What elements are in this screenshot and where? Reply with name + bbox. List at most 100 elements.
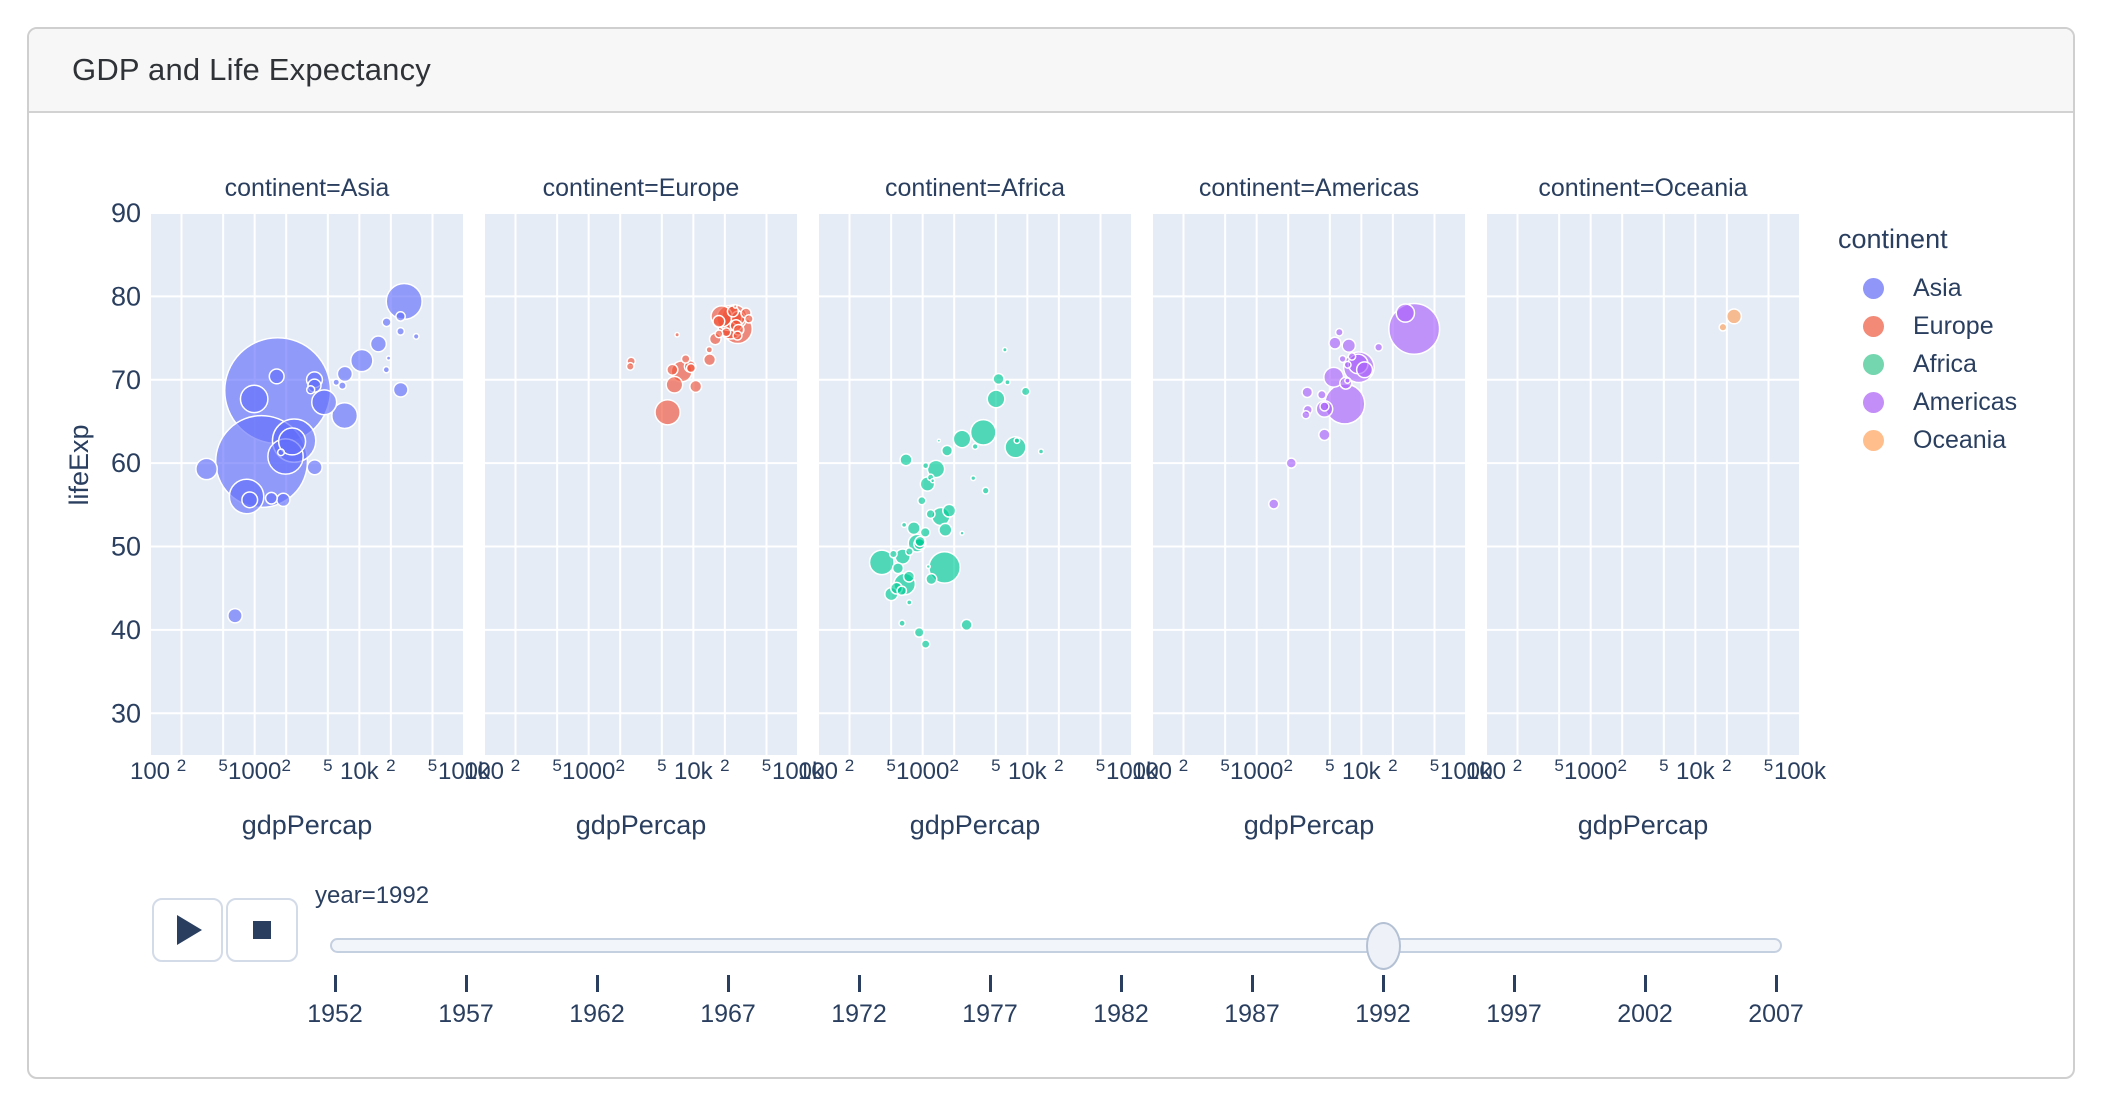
x-tick-label: 10k [340,758,380,785]
bubble [1013,437,1021,445]
bubble [905,599,913,606]
bubble [1301,409,1311,420]
slider-tick-label-1992[interactable]: 1992 [1355,1000,1411,1028]
slider-tick-mark [988,975,992,992]
bubble [1341,338,1357,353]
bubble [227,607,243,624]
bubble-group-europe [625,303,754,426]
slider-tick-label-1972[interactable]: 1972 [831,1000,887,1028]
x-minor-tick-label: 2 [281,756,290,775]
x-minor-tick-label: 2 [1388,756,1397,775]
bubble [349,348,374,373]
slider-tick-label-1967[interactable]: 1967 [700,1000,756,1028]
bubble [960,618,973,632]
play-button[interactable] [152,898,223,962]
x-minor-tick-label: 5 [428,756,437,775]
x-tick-label: 100k [1774,758,1827,785]
bubble [868,549,895,576]
x-tick-label: 10k [674,758,714,785]
bubble-group-asia [195,282,423,624]
bubble [917,495,927,506]
slider-tick-mark [595,975,599,992]
legend-item-oceania[interactable]: Oceania [1838,421,2017,459]
x-tick-label: 100k [772,758,825,785]
bubble [898,619,906,628]
x-tick-label: 100 [798,758,838,785]
bubble [921,461,930,470]
bubble-group-oceania [1718,308,1743,332]
legend-item-europe[interactable]: Europe [1838,307,2017,345]
legend: continent Asia Europe Africa Americas Oceani… [1838,224,2017,459]
x-minor-tick-label: 5 [762,756,771,775]
stop-button[interactable] [226,898,298,962]
bubble [276,448,286,457]
bubble [385,355,392,361]
x-minor-tick-label: 5 [218,756,227,775]
x-minor-tick-label: 2 [1283,756,1292,775]
slider-tick-label-1997[interactable]: 1997 [1486,1000,1542,1028]
slider-track[interactable] [330,938,1782,953]
slider-tick-mark [1250,975,1254,992]
bubble [919,526,931,538]
bubble [654,398,681,426]
bubble [1355,361,1374,379]
slider-tick-label-1962[interactable]: 1962 [569,1000,625,1028]
bubble [310,389,338,416]
bubble [1328,336,1342,350]
bubble-group-americas [1267,302,1441,510]
slider-tick-label-2007[interactable]: 2007 [1748,1000,1804,1028]
legend-item-americas[interactable]: Americas [1838,383,2017,421]
bubble [925,563,932,570]
bubble [276,492,291,508]
slider-tick-label-1982[interactable]: 1982 [1093,1000,1149,1028]
bubble-group-africa [868,346,1045,649]
y-tick-label: 70 [111,365,141,395]
y-tick-label: 50 [111,532,141,562]
bubble [268,368,285,385]
x-tick-label: 100k [438,758,491,785]
bubble [1285,457,1298,469]
bubble [689,379,703,394]
bubble [702,353,717,367]
facet-title: continent=Europe [543,174,740,202]
slider-tick-label-1957[interactable]: 1957 [438,1000,494,1028]
slider-tick-label-1977[interactable]: 1977 [962,1000,1018,1028]
bubble [959,530,965,536]
bubble [241,491,259,509]
bubble [395,310,406,322]
legend-item-asia[interactable]: Asia [1838,269,2017,307]
bubble [714,329,724,339]
x-minor-tick-label: 5 [991,756,1000,775]
x-minor-tick-label: 5 [1096,756,1105,775]
bubble [936,438,942,443]
bubble [938,522,953,538]
x-minor-tick-label: 5 [1764,756,1773,775]
bubble [904,547,914,557]
slider-handle[interactable] [1365,922,1401,970]
x-minor-tick-label: 5 [323,756,332,775]
bubble [969,418,997,446]
legend-swatch-icon [1863,353,1884,375]
bubble [1037,448,1045,455]
x-minor-tick-label: 2 [1722,756,1731,775]
bubble [305,385,316,395]
bubble [952,429,972,449]
slider-tick-label-2002[interactable]: 2002 [1617,1000,1673,1028]
x-minor-tick-label: 2 [1179,756,1188,775]
x-minor-tick-label: 2 [1513,756,1522,775]
bubble [971,442,979,451]
bubble [1319,401,1330,412]
bubble [970,475,977,482]
slider-tick-label-1987[interactable]: 1987 [1224,1000,1280,1028]
facet-title: continent=Asia [225,174,390,202]
x-minor-tick-label: 5 [886,756,895,775]
legend-item-label: Asia [1913,273,1962,302]
legend-item-africa[interactable]: Africa [1838,345,2017,383]
x-minor-tick-label: 2 [615,756,624,775]
bubble [1004,436,1027,459]
slider-tick-label-1952[interactable]: 1952 [307,1000,363,1028]
x-minor-tick-label: 5 [552,756,561,775]
bubble [896,585,908,597]
bubble [888,549,898,559]
bubble [914,535,926,548]
